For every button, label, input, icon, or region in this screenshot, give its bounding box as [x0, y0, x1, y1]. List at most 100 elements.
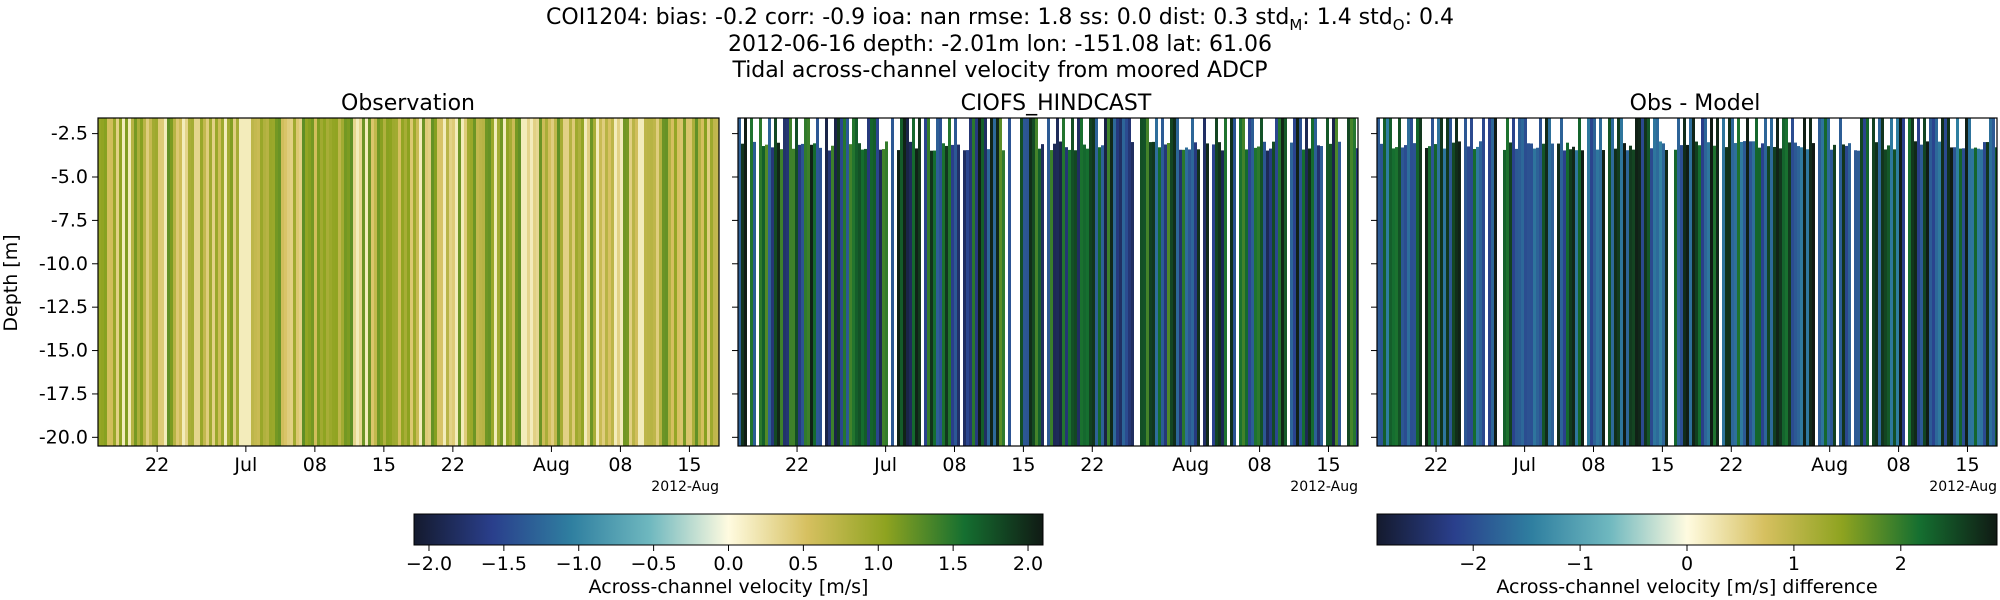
heatmap-stripe	[1146, 118, 1149, 446]
heatmap-stripe	[200, 118, 203, 446]
heatmap-stripe	[795, 118, 798, 446]
heatmap-stripe	[945, 118, 948, 446]
heatmap-gap	[1338, 118, 1341, 142]
heatmap-stripe	[1437, 118, 1440, 446]
heatmap-stripe	[1692, 118, 1695, 446]
heatmap-stripe	[846, 118, 849, 446]
heatmap-stripe	[1566, 118, 1569, 446]
heatmap-stripe	[572, 118, 575, 446]
heatmap-gap	[1038, 118, 1041, 149]
heatmap-stripe	[1455, 118, 1458, 446]
heatmap-stripe	[852, 118, 855, 446]
heatmap-stripe	[1833, 118, 1836, 446]
heatmap-stripe	[1785, 118, 1788, 446]
heatmap-stripe	[1065, 118, 1068, 446]
heatmap-gap	[1806, 118, 1809, 150]
x-tick-label: 15	[1955, 454, 1979, 476]
heatmap-gap	[930, 118, 933, 151]
heatmap-stripe	[638, 118, 641, 446]
heatmap-gap	[1626, 118, 1629, 151]
heatmap-stripe	[1536, 118, 1539, 446]
heatmap-stripe	[783, 118, 786, 446]
heatmap-stripe	[1479, 118, 1482, 446]
heatmap-stripe	[338, 118, 341, 446]
heatmap-stripe	[404, 118, 407, 446]
heatmap-gap	[1164, 118, 1167, 145]
heatmap-stripe	[356, 118, 359, 446]
heatmap-stripe	[819, 118, 822, 446]
axes-frame	[97, 117, 720, 447]
heatmap-stripe	[1218, 118, 1221, 446]
x-offset-label: 2012-Aug	[651, 479, 719, 495]
heatmap-stripe	[212, 118, 215, 446]
heatmap-stripe	[1128, 118, 1131, 446]
heatmap-gap	[1695, 118, 1698, 142]
heatmap-gap	[1083, 118, 1086, 145]
heatmap-stripe	[1425, 118, 1428, 446]
heatmap-stripe	[398, 118, 401, 446]
heatmap-stripe	[683, 118, 686, 446]
heatmap-stripe	[1842, 118, 1845, 446]
heatmap-gap	[1971, 118, 1974, 149]
heatmap-stripe	[185, 118, 188, 446]
heatmap-stripe	[371, 118, 374, 446]
heatmap-stripe	[494, 118, 497, 446]
heatmap-gap	[1959, 118, 1962, 149]
heatmap-stripe	[1485, 118, 1488, 446]
heatmap-stripe	[1503, 118, 1506, 446]
x-tick-label: 22	[785, 454, 809, 476]
heatmap-gap	[1680, 118, 1683, 146]
heatmap-stripe	[1137, 118, 1140, 446]
heatmap-gap	[1725, 118, 1728, 148]
heatmap-gap	[741, 118, 744, 144]
heatmap-stripe	[443, 118, 446, 446]
heatmap-stripe	[1902, 118, 1905, 446]
heatmap-stripe	[671, 118, 674, 446]
heatmap-gap	[960, 118, 963, 150]
colorbar-body	[1376, 513, 1998, 546]
heatmap-stripe	[542, 118, 545, 446]
heatmap-stripe	[233, 118, 236, 446]
heatmap-stripe	[1440, 118, 1443, 446]
heatmap-stripe	[1185, 118, 1188, 446]
heatmap-stripe	[146, 118, 149, 446]
heatmap-stripe	[1752, 118, 1755, 446]
heatmap-stripe	[825, 118, 828, 446]
heatmap-stripe	[1773, 118, 1776, 446]
heatmap-stripe	[1392, 118, 1395, 446]
heatmap-stripe	[437, 118, 440, 446]
heatmap-stripe	[1038, 118, 1041, 446]
heatmap-stripe	[1956, 118, 1959, 446]
heatmap-gap	[1974, 118, 1977, 148]
heatmap-gap	[1074, 118, 1077, 151]
heatmap-stripe	[614, 118, 617, 446]
heatmap-stripe	[1278, 118, 1281, 446]
heatmap-stripe	[359, 118, 362, 446]
heatmap-gap	[1401, 118, 1404, 148]
heatmap-stripe	[413, 118, 416, 446]
heatmap-stripe	[1704, 118, 1707, 446]
heatmap-stripe	[1506, 118, 1509, 446]
heatmap-stripe	[632, 118, 635, 446]
heatmap-stripe	[891, 118, 894, 446]
heatmap-gap	[1503, 118, 1506, 150]
heatmap-stripe	[1143, 118, 1146, 446]
heatmap-stripe	[98, 118, 101, 446]
heatmap-stripe	[1980, 118, 1983, 446]
heatmap-gap	[1236, 118, 1239, 150]
heatmap-stripe	[596, 118, 599, 446]
heatmap-stripe	[1779, 118, 1782, 446]
heatmap-stripe	[587, 118, 590, 446]
heatmap-gap	[780, 118, 783, 150]
heatmap-stripe	[1122, 118, 1125, 446]
heatmap-stripe	[1023, 118, 1026, 446]
heatmap-stripe	[521, 118, 524, 446]
heatmap-stripe	[1032, 118, 1035, 446]
heatmap-stripe	[545, 118, 548, 446]
heatmap-stripe	[1518, 118, 1521, 446]
heatmap-gap	[792, 118, 795, 149]
colorbar-label: Across-channel velocity [m/s]	[589, 576, 869, 598]
heatmap-stripe	[1647, 118, 1650, 446]
heatmap-stripe	[885, 118, 888, 446]
heatmap-stripe	[263, 118, 266, 446]
